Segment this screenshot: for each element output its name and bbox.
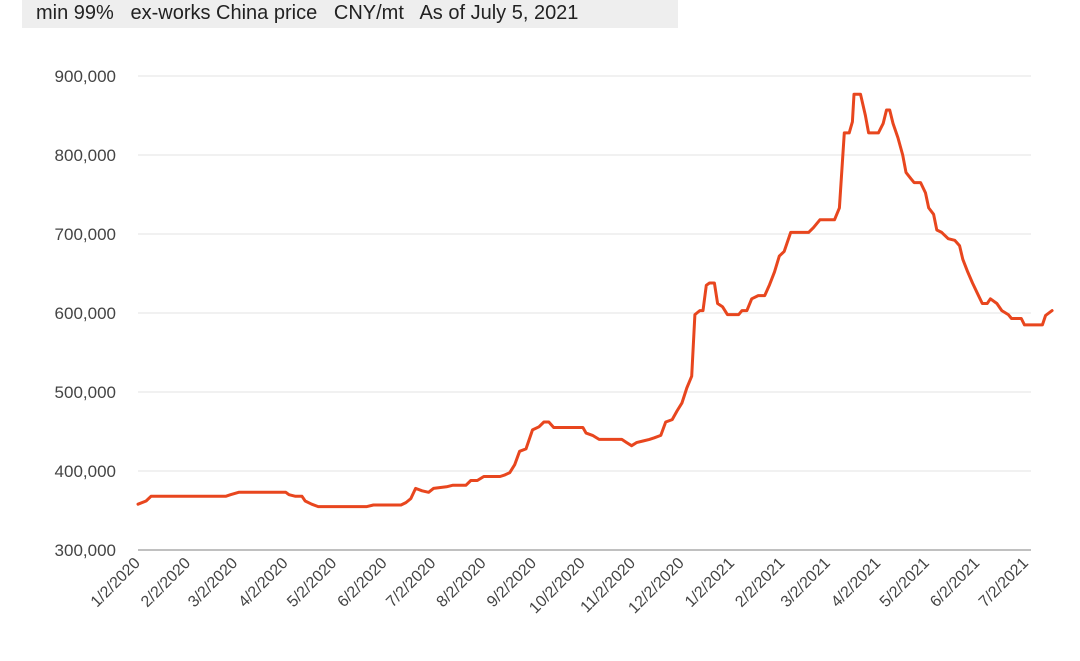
y-axis-ticks: 300,000 400,000 500,000 600,000 700,000 800,0… — [55, 67, 116, 560]
x-tick-label: 3/2/2020 — [185, 555, 241, 611]
x-tick-label: 4/2/2021 — [828, 555, 884, 611]
x-axis-ticks: 1/2/20202/2/20203/2/20204/2/20205/2/2020… — [88, 555, 1032, 617]
x-tick-label: 6/2/2021 — [927, 555, 983, 611]
x-tick-label: 6/2/2020 — [335, 555, 391, 611]
y-tick-label: 500,000 — [55, 383, 116, 402]
x-tick-label: 1/2/2020 — [88, 555, 144, 611]
x-tick-label: 1/2/2021 — [682, 555, 738, 611]
x-tick-label: 5/2/2021 — [877, 555, 933, 611]
x-tick-label: 3/2/2021 — [778, 555, 834, 611]
x-tick-label: 7/2/2021 — [976, 555, 1032, 611]
header-band — [22, 0, 678, 28]
y-tick-label: 700,000 — [55, 225, 116, 244]
y-tick-label: 900,000 — [55, 67, 116, 86]
series-line — [136, 92, 1054, 509]
x-tick-label: 5/2/2020 — [284, 555, 340, 611]
x-tick-label: 2/2/2020 — [138, 555, 194, 611]
y-tick-label: 800,000 — [55, 146, 116, 165]
gridlines — [138, 75, 1031, 551]
y-tick-label: 600,000 — [55, 304, 116, 323]
chart-header: min 99% ex-works China price CNY/mt As o… — [36, 2, 579, 24]
y-tick-label: 400,000 — [55, 462, 116, 481]
x-tick-label: 4/2/2020 — [236, 555, 292, 611]
x-tick-label: 7/2/2020 — [383, 555, 439, 611]
y-tick-label: 300,000 — [55, 541, 116, 560]
x-tick-label: 8/2/2020 — [434, 555, 490, 611]
